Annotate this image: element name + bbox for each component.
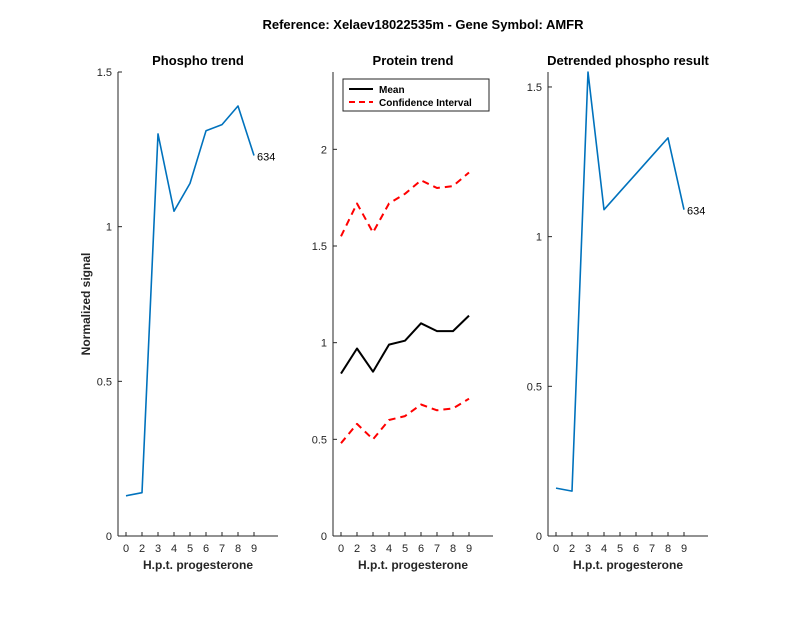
series-line-confidence-interval xyxy=(340,171,470,237)
y-tick-label: 0.5 xyxy=(312,434,327,446)
series-line-series-1 xyxy=(125,105,255,497)
x-tick-label: 8 xyxy=(665,543,671,555)
y-tick-label: 2 xyxy=(321,144,327,156)
x-tick-label: 0 xyxy=(338,543,344,555)
x-tick-label: 3 xyxy=(155,543,161,555)
x-axis-label: H.p.t. progesterone xyxy=(143,558,253,572)
y-tick-label: 0.5 xyxy=(527,381,542,393)
panel-title: Protein trend xyxy=(373,53,454,68)
x-tick-label: 7 xyxy=(434,543,440,555)
y-tick-label: 1.5 xyxy=(312,241,327,253)
y-tick-label: 1 xyxy=(321,338,327,350)
x-tick-label: 6 xyxy=(418,543,424,555)
x-tick-label: 8 xyxy=(450,543,456,555)
y-tick-label: 1.5 xyxy=(527,82,542,94)
x-tick-label: 9 xyxy=(681,543,687,555)
x-tick-label: 0 xyxy=(553,543,559,555)
x-tick-label: 5 xyxy=(187,543,193,555)
figure-ylabel: Normalized signal xyxy=(79,253,93,356)
legend-entry: Confidence Interval xyxy=(379,98,472,109)
panel-title: Phospho trend xyxy=(152,53,244,68)
x-tick-label: 8 xyxy=(235,543,241,555)
y-tick-label: 1 xyxy=(536,232,542,244)
x-tick-label: 3 xyxy=(370,543,376,555)
x-tick-label: 4 xyxy=(601,543,607,555)
y-tick-label: 1 xyxy=(106,222,112,234)
point-annotation: 634 xyxy=(687,206,705,218)
x-axis-label: H.p.t. progesterone xyxy=(358,558,468,572)
point-annotation: 634 xyxy=(257,152,275,164)
x-tick-label: 7 xyxy=(649,543,655,555)
x-tick-label: 6 xyxy=(203,543,209,555)
y-tick-label: 0 xyxy=(106,531,112,543)
legend-entry: Mean xyxy=(379,85,405,96)
series-line-series-3 xyxy=(340,397,470,444)
x-tick-label: 2 xyxy=(569,543,575,555)
x-tick-label: 0 xyxy=(123,543,129,555)
x-tick-label: 5 xyxy=(402,543,408,555)
x-tick-label: 9 xyxy=(466,543,472,555)
y-tick-label: 0 xyxy=(321,531,327,543)
y-tick-label: 1.5 xyxy=(97,67,112,79)
x-tick-label: 2 xyxy=(354,543,360,555)
y-tick-label: 0.5 xyxy=(97,376,112,388)
series-line-series-1 xyxy=(555,71,685,492)
x-axis-label: H.p.t. progesterone xyxy=(573,558,683,572)
x-tick-label: 6 xyxy=(633,543,639,555)
x-tick-label: 5 xyxy=(617,543,623,555)
x-tick-label: 4 xyxy=(171,543,177,555)
x-tick-label: 4 xyxy=(386,543,392,555)
legend-box xyxy=(342,78,490,112)
x-tick-label: 2 xyxy=(139,543,145,555)
x-tick-label: 7 xyxy=(219,543,225,555)
panel-title: Detrended phospho result xyxy=(547,53,709,68)
x-tick-label: 3 xyxy=(585,543,591,555)
y-tick-label: 0 xyxy=(536,531,542,543)
series-line-mean xyxy=(340,314,470,375)
x-tick-label: 9 xyxy=(251,543,257,555)
figure-title: Reference: Xelaev18022535m - Gene Symbol… xyxy=(262,17,584,32)
